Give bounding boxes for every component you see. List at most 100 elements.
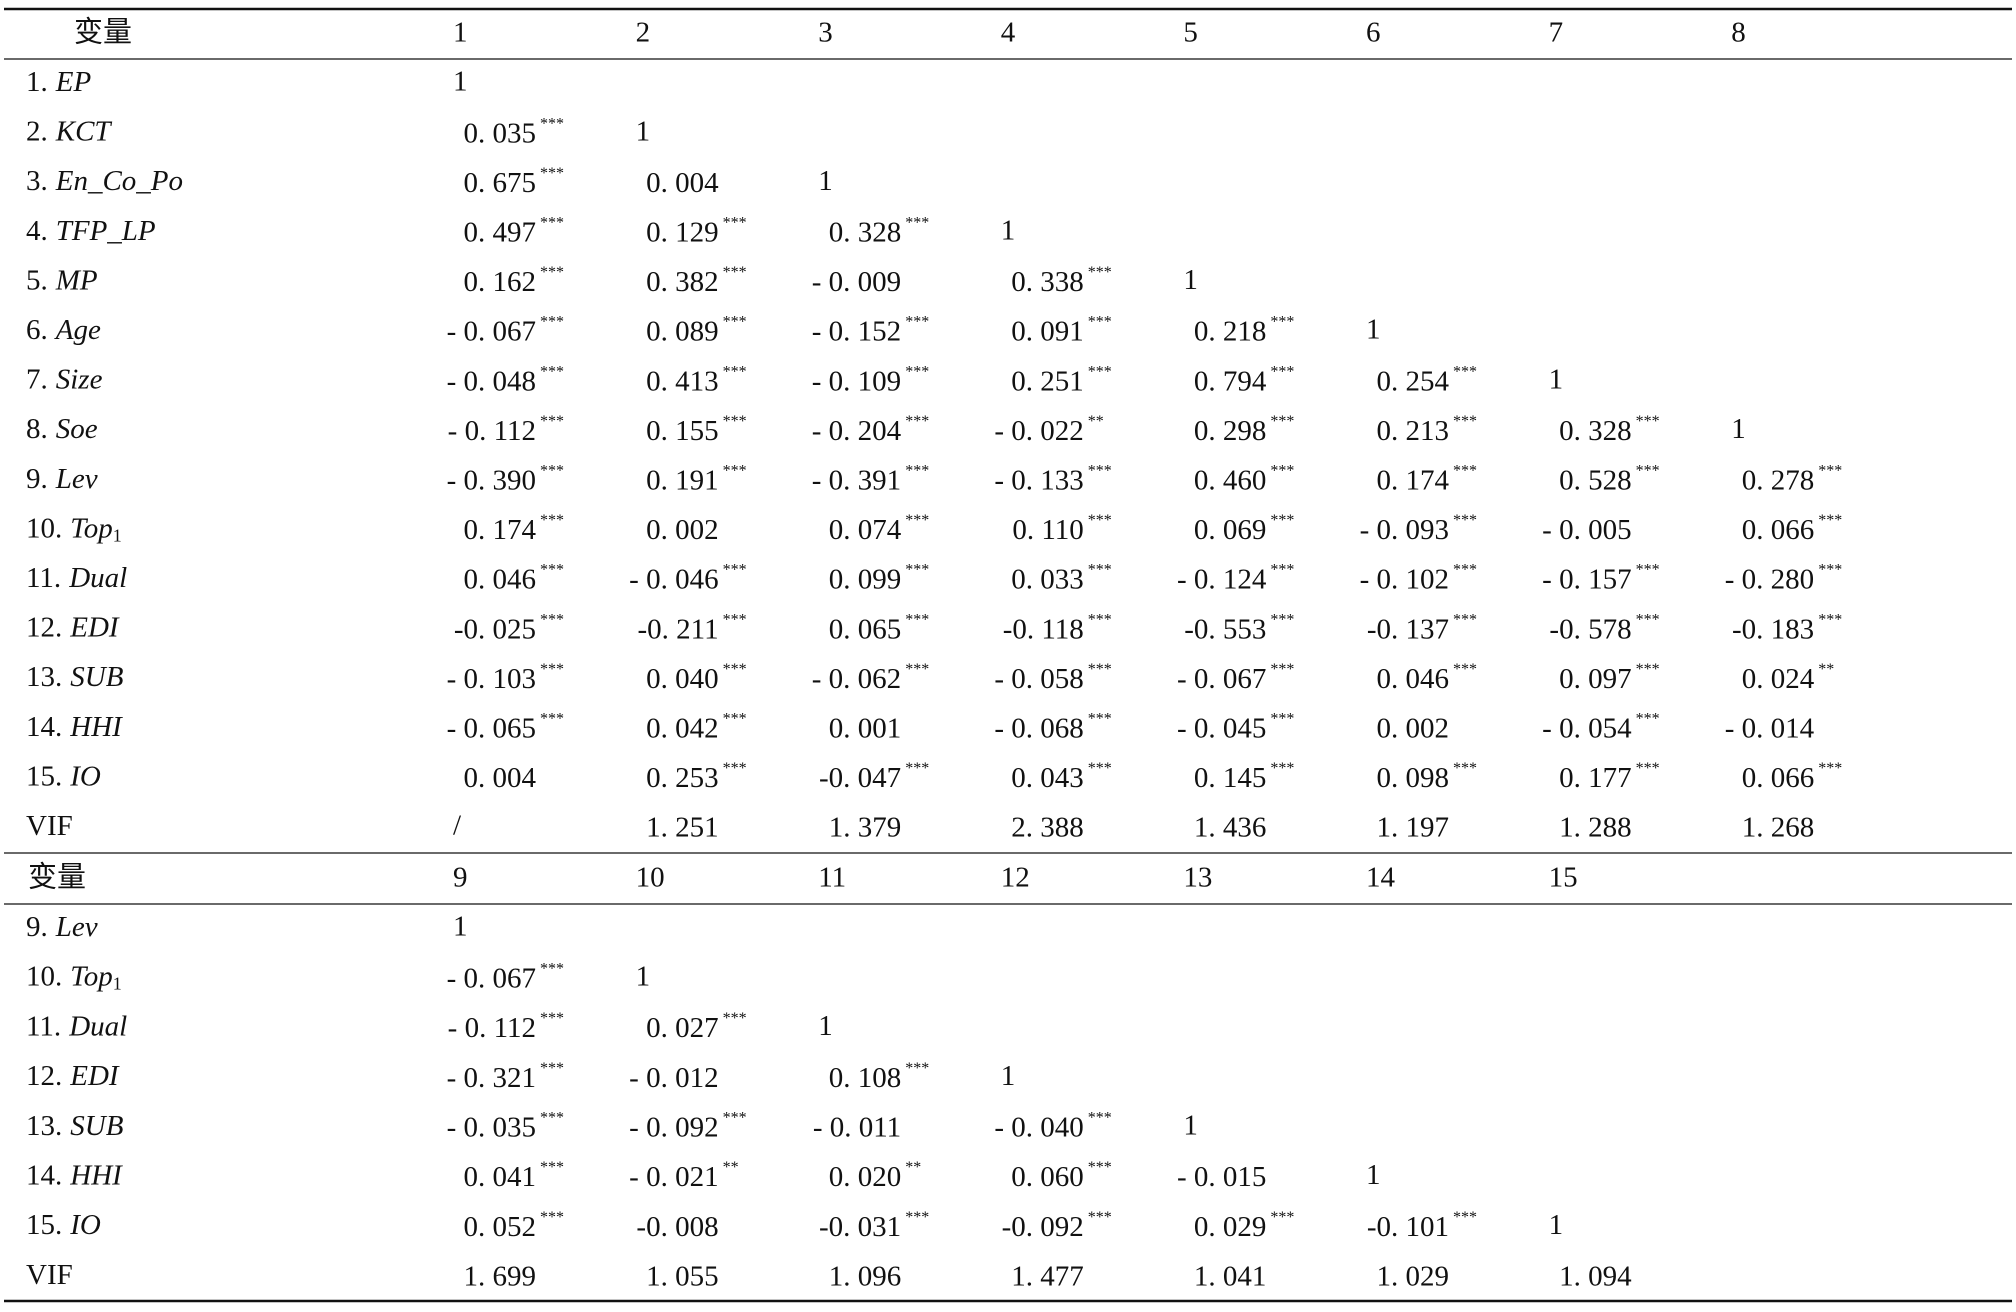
cell-value: -0. 183 <box>1732 613 1814 645</box>
cell-value: 0. 413 <box>646 365 719 397</box>
cell-value: 1 <box>818 165 833 197</box>
cell-value: -0. 047 <box>819 762 901 794</box>
cell-value: - 0. 109 <box>812 365 901 397</box>
row-label: 7. Size <box>26 363 103 395</box>
cell-value: 0. 002 <box>646 514 719 546</box>
row-number: VIF <box>26 810 73 842</box>
row-number: 12. <box>26 1060 62 1092</box>
significance: *** <box>1088 314 1112 331</box>
cell-value: 1 <box>1366 314 1381 346</box>
cell-value: 0. 251 <box>1011 365 1084 397</box>
cell-value: - 0. 068 <box>994 712 1083 744</box>
cell-value: 1. 197 <box>1377 812 1450 844</box>
significance: *** <box>540 1159 564 1176</box>
cell-value: 1 <box>1183 264 1198 296</box>
cell-value: - 0. 112 <box>448 1012 536 1044</box>
variable-name: Soe <box>56 413 98 445</box>
cell-value: 0. 155 <box>646 415 719 447</box>
variable-name: Age <box>54 314 101 346</box>
significance: *** <box>1088 462 1112 479</box>
cell-value: - 0. 067 <box>1177 663 1266 695</box>
row-number: 7. <box>26 363 48 395</box>
significance: *** <box>1453 1209 1477 1226</box>
significance: *** <box>1453 512 1477 529</box>
significance: *** <box>1453 611 1477 628</box>
row-label: 13. SUB <box>26 1109 124 1141</box>
variable-name: HHI <box>69 1159 123 1191</box>
cell-value: 0. 145 <box>1194 762 1267 794</box>
cell-value: 1 <box>453 66 468 98</box>
cell-value: 1 <box>1549 1209 1564 1241</box>
row-number: 3. <box>26 165 48 197</box>
significance: *** <box>723 264 747 281</box>
cell-value: 0. 097 <box>1559 663 1632 695</box>
cell-value: 0. 174 <box>464 514 537 546</box>
cell-value: 1. 379 <box>829 812 902 844</box>
cell-value: 0. 024 <box>1742 663 1815 695</box>
cell-value: 0. 052 <box>464 1211 537 1243</box>
significance: *** <box>1636 611 1660 628</box>
cell-value: 1. 477 <box>1011 1261 1084 1293</box>
significance: *** <box>1453 661 1477 678</box>
row-number: 15. <box>26 1209 62 1241</box>
significance: *** <box>1270 661 1294 678</box>
significance: *** <box>1088 1159 1112 1176</box>
column-header: 14 <box>1366 862 1396 894</box>
row-number: 12. <box>26 611 62 643</box>
cell-value: - 0. 005 <box>1542 514 1631 546</box>
significance: *** <box>1270 1209 1294 1226</box>
cell-value: 0. 338 <box>1011 266 1084 298</box>
cell-value: - 0. 067 <box>447 316 536 348</box>
cell-value: - 0. 103 <box>447 663 536 695</box>
significance: *** <box>1636 710 1660 727</box>
cell-value: 1. 096 <box>829 1261 902 1293</box>
variable-name: TFP_LP <box>56 214 156 246</box>
cell-value: -0. 031 <box>819 1211 901 1243</box>
cell-value: 0. 254 <box>1377 365 1450 397</box>
cell-value: - 0. 046 <box>629 564 718 596</box>
significance: *** <box>1636 760 1660 777</box>
significance: *** <box>540 1209 564 1226</box>
significance: *** <box>1270 413 1294 430</box>
cell-value: - 0. 062 <box>812 663 901 695</box>
cell-value: 1 <box>636 960 651 992</box>
significance: *** <box>1636 462 1660 479</box>
cell-value: 0. 298 <box>1194 415 1267 447</box>
cell-value: 0. 001 <box>829 712 902 744</box>
significance: *** <box>905 562 929 579</box>
row-label: 9. Lev <box>26 911 98 943</box>
cell-value: 0. 043 <box>1011 762 1084 794</box>
significance: *** <box>1818 760 1842 777</box>
significance: *** <box>540 960 564 977</box>
cell-value: 0. 074 <box>829 514 902 546</box>
cell-value: - 0. 112 <box>448 415 536 447</box>
cell-value: - 0. 102 <box>1360 564 1449 596</box>
significance: *** <box>540 1109 564 1126</box>
cell-value: 0. 027 <box>646 1012 719 1044</box>
row-label: 4. TFP_LP <box>26 214 156 246</box>
variable-name: Dual <box>68 1010 127 1042</box>
cell-value: 0. 046 <box>1377 663 1450 695</box>
cell-value: 0. 029 <box>1194 1211 1267 1243</box>
significance: *** <box>540 214 564 231</box>
cell-value: -0. 211 <box>638 613 719 645</box>
column-header: 11 <box>818 862 846 894</box>
significance: *** <box>540 165 564 182</box>
row-number: 11. <box>26 1010 61 1042</box>
significance: *** <box>1636 661 1660 678</box>
significance: *** <box>905 512 929 529</box>
significance: *** <box>540 562 564 579</box>
cell-value: 0. 091 <box>1011 316 1084 348</box>
cell-value: -0. 137 <box>1367 613 1449 645</box>
variable-subscript: 1 <box>113 974 122 994</box>
significance: *** <box>1270 512 1294 529</box>
cell-value: 0. 497 <box>464 216 537 248</box>
variable-name: Size <box>56 363 103 395</box>
significance: *** <box>723 1010 747 1027</box>
cell-value: 0. 098 <box>1377 762 1450 794</box>
cell-value: 1 <box>1001 1060 1016 1092</box>
significance: *** <box>1270 760 1294 777</box>
column-header: 10 <box>636 862 665 894</box>
cell-value: 1. 094 <box>1559 1261 1632 1293</box>
